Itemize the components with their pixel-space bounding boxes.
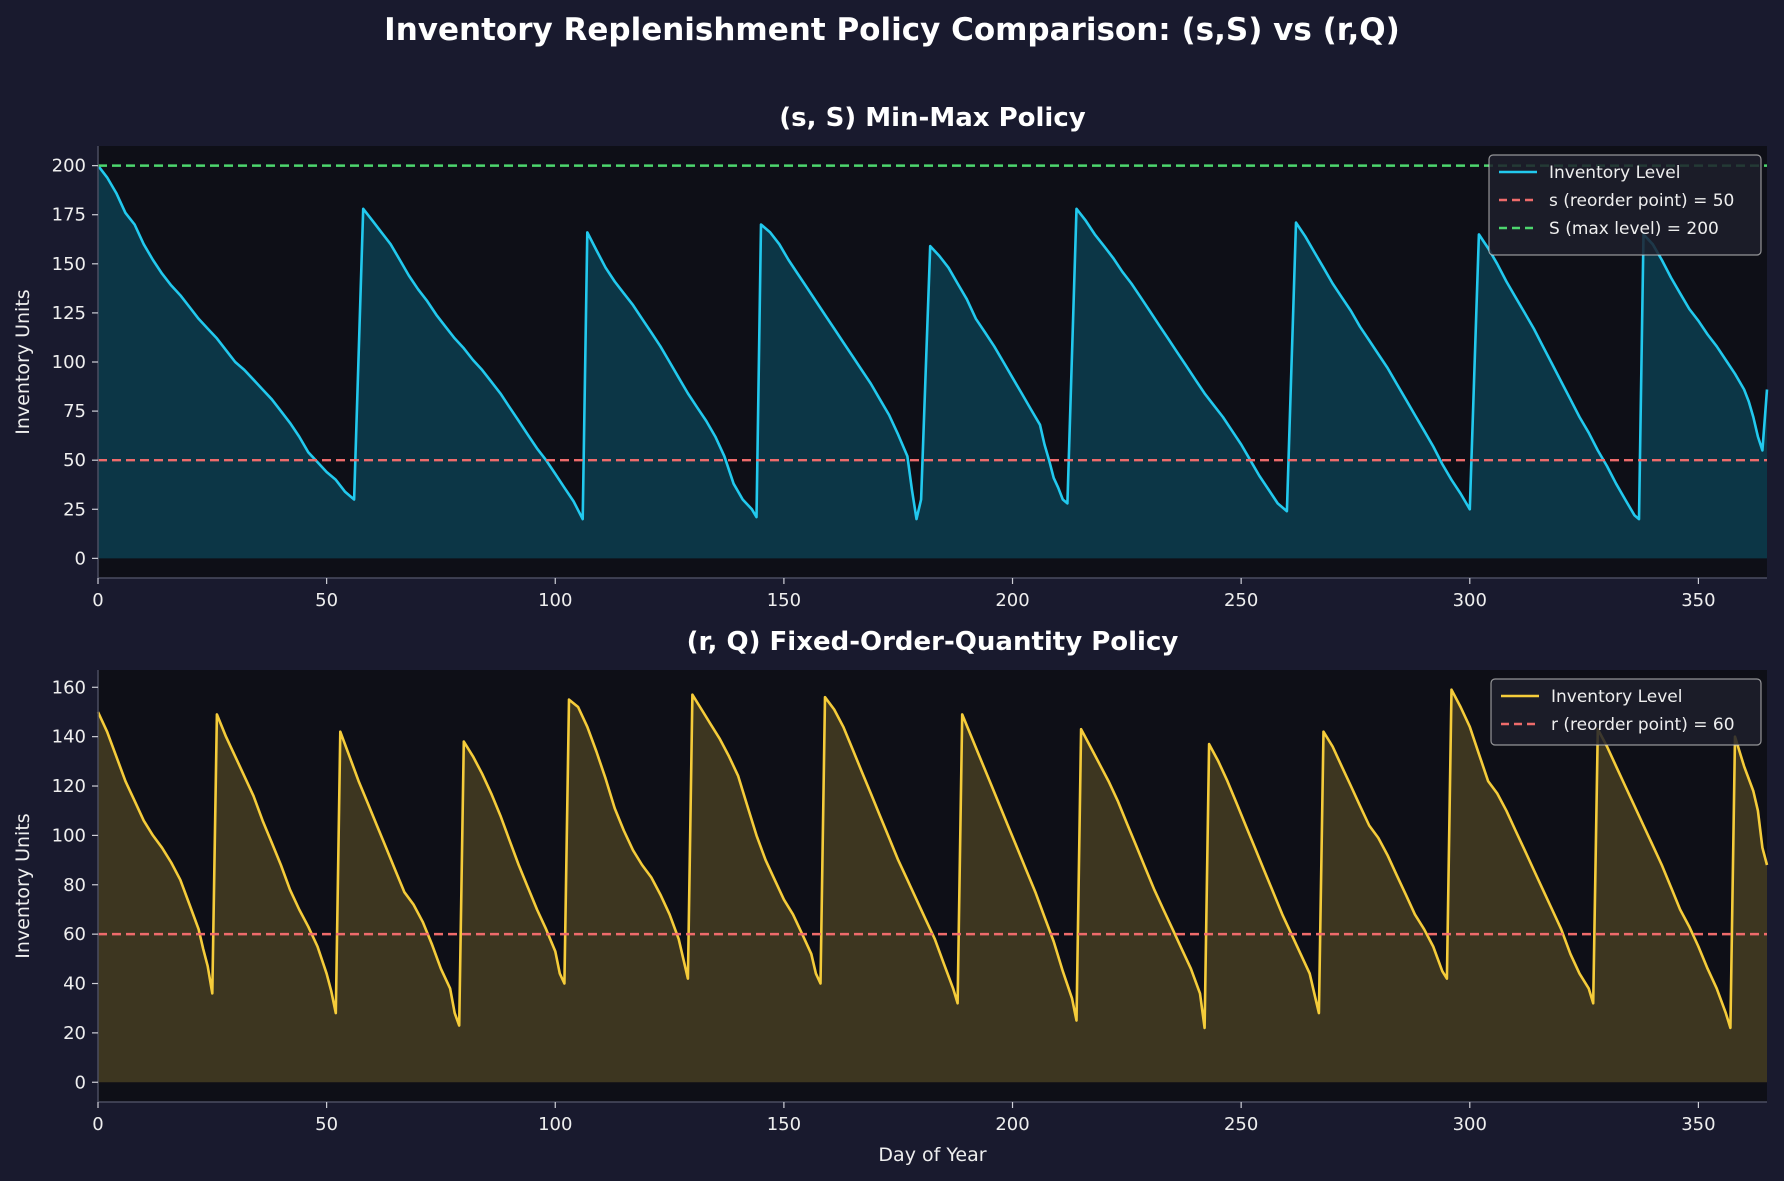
y-tick-label: 160 [52,677,86,698]
y-tick-label: 20 [63,1023,86,1044]
x-tick-label: 200 [995,1114,1029,1135]
figure-title: Inventory Replenishment Policy Compariso… [384,12,1400,48]
y-tick-label: 150 [52,254,86,275]
y-tick-label: 140 [52,727,86,748]
legend-box [1488,154,1762,256]
inventory-area-fill [98,689,1767,1083]
x-tick-label: 50 [315,590,338,611]
y-tick-label: 25 [63,499,86,520]
inventory-level-line [96,688,1769,1030]
x-tick-label: 0 [92,590,103,611]
legend-box [1490,678,1762,746]
y-tick-label: 120 [52,776,86,797]
inventory-level-line [96,164,1769,521]
legend: Inventory Level s (reorder point) = 50 S (… [1488,154,1762,256]
y-tick-label: 125 [52,303,86,324]
y-tick-label: 0 [75,548,86,569]
x-tick-label: 150 [767,1114,801,1135]
y-tick-label: 200 [52,156,86,177]
panel-title: (s, S) Min-Max Policy [779,103,1085,133]
y-tick-label: 50 [63,450,86,471]
x-tick-label: 50 [315,1114,338,1135]
x-tick-label: 100 [538,1114,572,1135]
x-tick-label: 250 [1224,590,1258,611]
legend: Inventory Level r (reorder point) = 60 [1490,678,1762,746]
x-axis-label: Day of Year [878,1144,986,1166]
x-tick-label: 200 [995,590,1029,611]
y-tick-label: 40 [63,974,86,995]
x-tick-label: 100 [538,590,572,611]
legend-label-s-reorder-point: s (reorder point) = 50 [1549,191,1734,211]
y-axis-label: Inventory Units [12,289,34,434]
legend-label-inventory-level: Inventory Level [1549,163,1680,183]
legend-label-s-max-level: S (max level) = 200 [1549,219,1719,239]
y-tick-label: 75 [63,401,86,422]
x-tick-label: 0 [92,1114,103,1135]
x-tick-label: 350 [1681,1114,1715,1135]
y-tick-label: 80 [63,875,86,896]
y-tick-label: 100 [52,825,86,846]
y-axis-label: Inventory Units [12,813,34,958]
legend-label-inventory-level: Inventory Level [1551,687,1682,707]
x-tick-label: 300 [1453,1114,1487,1135]
x-tick-label: 350 [1681,590,1715,611]
y-tick-label: 0 [75,1072,86,1093]
y-tick-label: 60 [63,924,86,945]
x-tick-label: 250 [1224,1114,1258,1135]
y-tick-label: 175 [52,205,86,226]
x-tick-label: 300 [1453,590,1487,611]
legend-label-r-reorder-point: r (reorder point) = 60 [1551,715,1735,735]
x-tick-label: 150 [767,590,801,611]
y-tick-label: 100 [52,352,86,373]
panel-title: (r, Q) Fixed-Order-Quantity Policy [687,627,1179,657]
panel-rQ-policy: (r, Q) Fixed-Order-Quantity Policy 0 50 100… [12,627,1769,1166]
